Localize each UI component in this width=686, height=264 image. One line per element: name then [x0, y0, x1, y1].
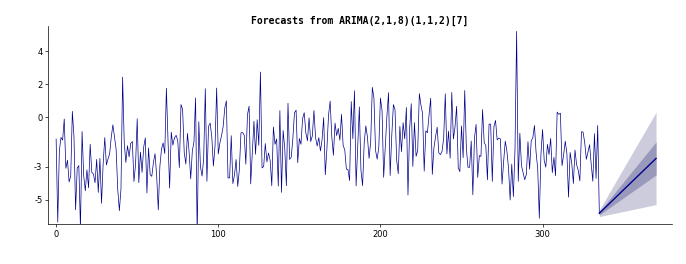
Title: Forecasts from ARIMA(2,1,8)(1,1,2)[7]: Forecasts from ARIMA(2,1,8)(1,1,2)[7]: [252, 16, 469, 26]
